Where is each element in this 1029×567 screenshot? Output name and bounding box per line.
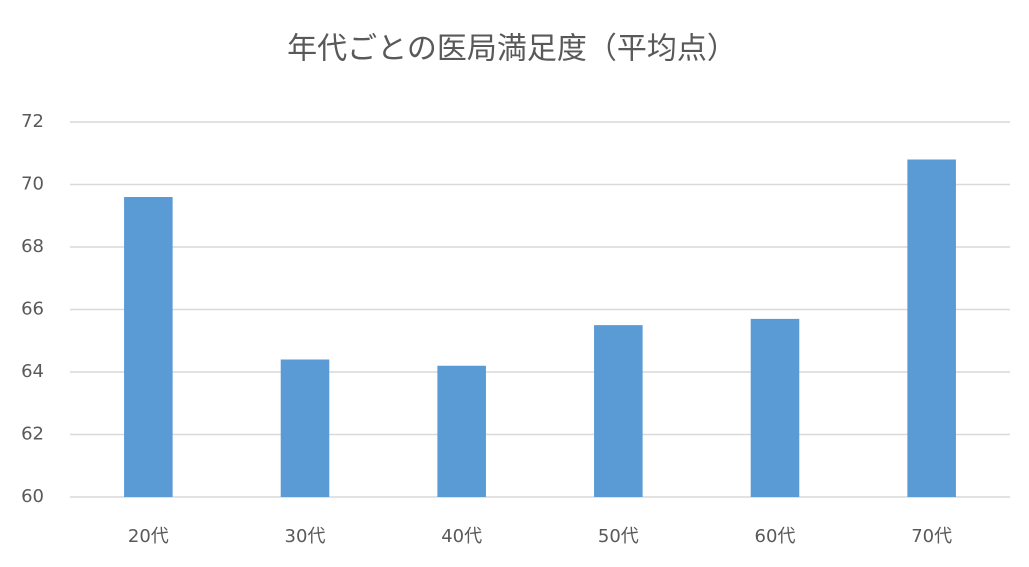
- x-tick-label: 40代: [441, 526, 482, 547]
- chart-title: 年代ごとの医局満足度（平均点）: [287, 32, 737, 67]
- bar: [280, 359, 330, 497]
- bar: [750, 318, 800, 497]
- x-tick-label: 30代: [285, 526, 326, 547]
- y-tick-label: 64: [21, 361, 44, 382]
- x-tick-label: 70代: [911, 526, 952, 547]
- y-tick-label: 60: [21, 486, 44, 507]
- y-tick-label: 62: [21, 424, 44, 445]
- x-tick-label: 20代: [128, 526, 169, 547]
- y-tick-label: 72: [21, 111, 44, 132]
- y-tick-label: 68: [21, 236, 44, 257]
- bar: [437, 365, 486, 497]
- y-tick-label: 66: [21, 299, 44, 320]
- x-tick-label: 50代: [598, 526, 639, 547]
- bar: [124, 197, 173, 497]
- y-tick-label: 70: [21, 174, 44, 195]
- bar: [907, 159, 956, 497]
- bar: [594, 325, 643, 497]
- x-tick-label: 60代: [755, 526, 796, 547]
